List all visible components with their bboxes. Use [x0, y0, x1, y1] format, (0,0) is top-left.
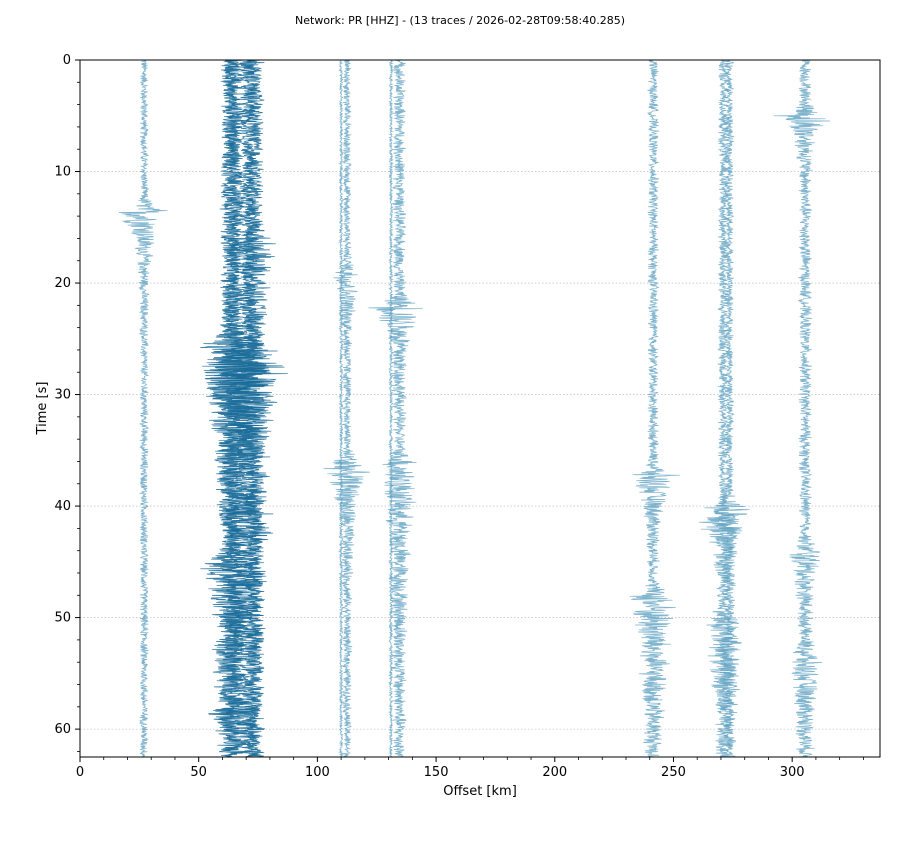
trace-3 — [202, 59, 268, 758]
y-tick-label: 20 — [54, 276, 71, 291]
x-tick-label: 0 — [76, 765, 84, 780]
x-axis-label: Offset [km] — [443, 784, 517, 799]
y-tick-label: 0 — [63, 53, 71, 68]
trace-13 — [387, 59, 395, 758]
trace-12 — [337, 59, 345, 758]
x-tick-label: 150 — [424, 765, 449, 780]
x-tick-label: 250 — [661, 765, 686, 780]
trace-5 — [222, 59, 288, 758]
x-tick-label: 200 — [542, 765, 567, 780]
traces — [118, 59, 830, 758]
y-axis: 0 10 20 30 40 50 60 — [54, 53, 80, 752]
y-tick-label: 60 — [54, 722, 71, 737]
x-axis: 0 50 100 150 200 250 300 — [76, 757, 864, 780]
trace-1 — [118, 59, 168, 758]
grid-lines — [80, 59, 880, 730]
y-tick-label: 40 — [54, 499, 71, 514]
y-axis-label: Time [s] — [35, 382, 50, 436]
trace-8 — [629, 59, 681, 758]
chart-title: Network: PR [HHZ] - (13 traces / 2026-02… — [295, 14, 625, 27]
x-tick-label: 300 — [780, 765, 805, 780]
trace-10 — [704, 59, 750, 758]
y-tick-label: 50 — [54, 611, 71, 626]
plot-frame — [79, 59, 881, 758]
trace-7 — [368, 59, 423, 758]
y-tick-label: 10 — [54, 165, 71, 180]
y-tick-label: 30 — [54, 388, 71, 403]
x-tick-label: 50 — [190, 765, 207, 780]
trace-6 — [323, 59, 370, 758]
x-tick-label: 100 — [305, 765, 330, 780]
trace-11 — [773, 59, 830, 758]
